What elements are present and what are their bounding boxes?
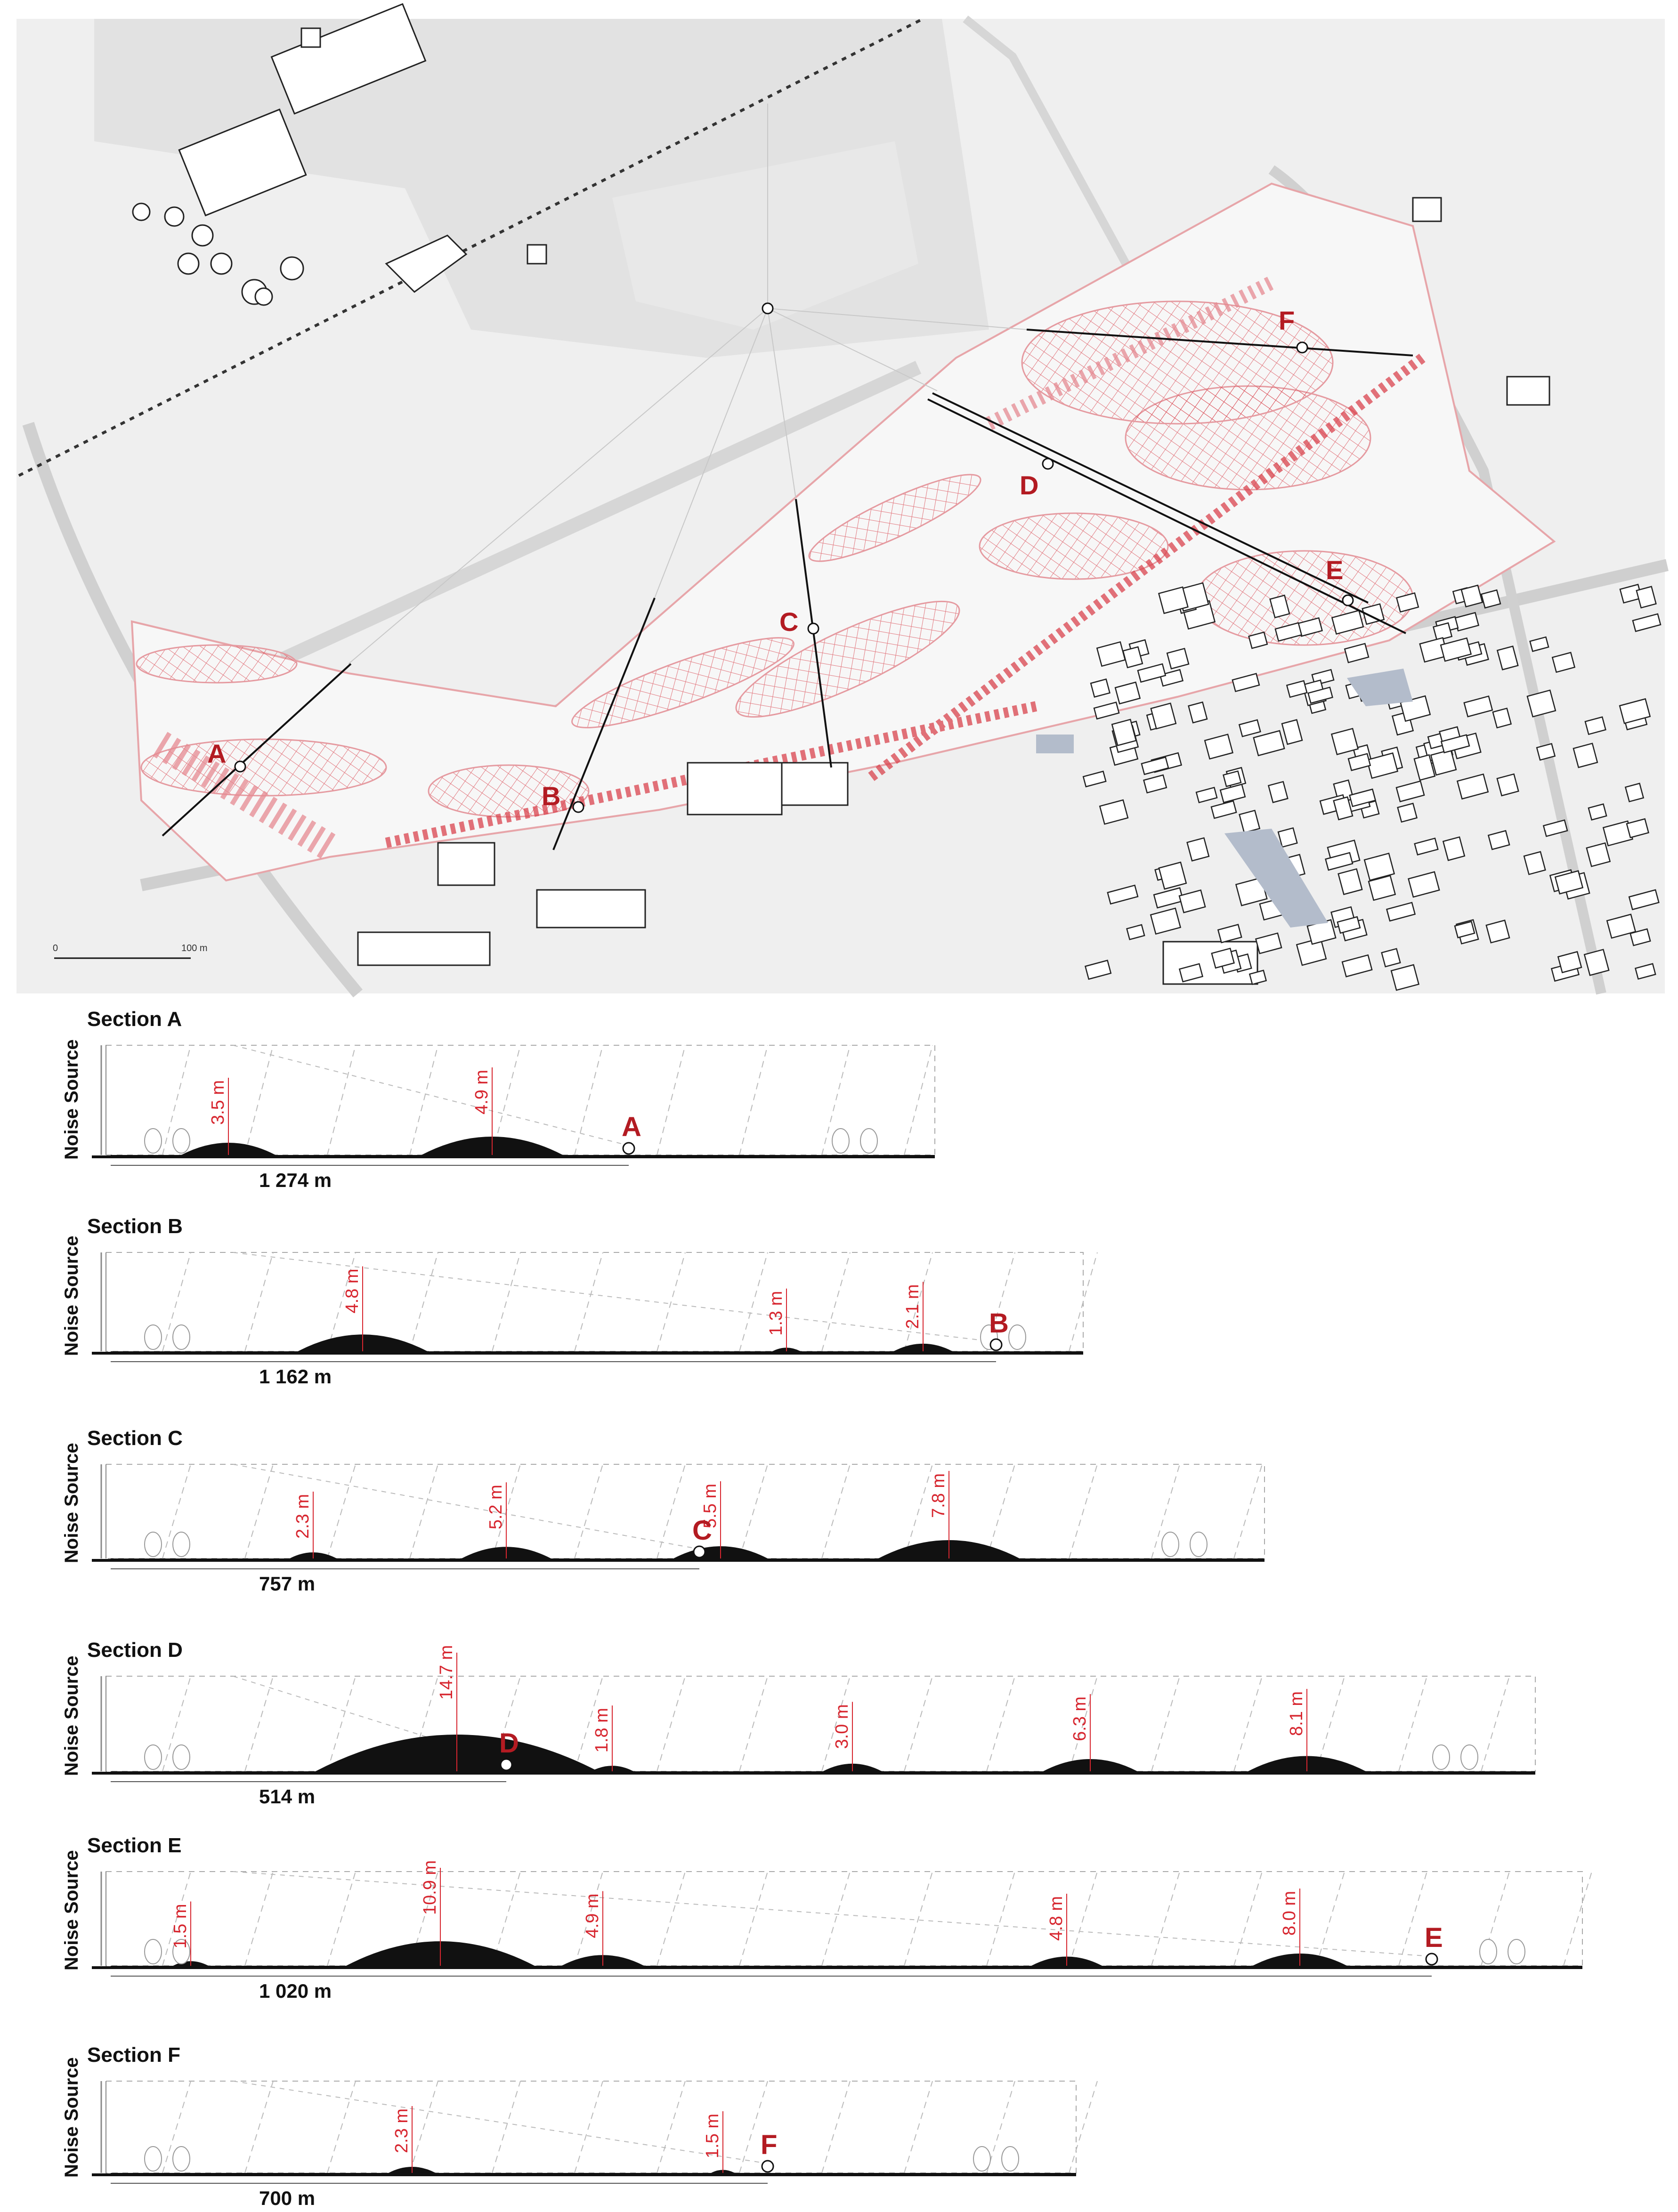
height-label: 6.3 m xyxy=(1070,1696,1090,1741)
section-point-label: A xyxy=(622,1112,641,1142)
tree-icon xyxy=(1001,2146,1019,2172)
svg-text:F: F xyxy=(1279,306,1295,335)
tree-icon xyxy=(1008,1324,1026,1350)
section-distance: 1 162 m xyxy=(259,1365,332,1388)
tree-icon xyxy=(172,1744,190,1770)
buildings xyxy=(132,3,1550,985)
tree-icon xyxy=(172,1532,190,1557)
height-label: 4.9 m xyxy=(472,1070,492,1114)
section-point-label: F xyxy=(761,2130,777,2160)
section-point-label: E xyxy=(1425,1922,1443,1953)
tree-icon xyxy=(1479,1939,1497,1964)
terrain-profile xyxy=(111,1334,1083,1354)
section-profile: 2.3 m 1.5 m F xyxy=(92,2081,1098,2184)
section-point-label: C xyxy=(692,1515,712,1546)
svg-text:C: C xyxy=(779,607,798,637)
height-label: 8.1 m xyxy=(1287,1691,1306,1736)
height-label: 3.0 m xyxy=(832,1704,852,1749)
height-label: 14.7 m xyxy=(437,1645,456,1700)
terrain-profile xyxy=(111,1137,935,1158)
height-label: 8.0 m xyxy=(1280,1891,1299,1936)
tree-icon xyxy=(1190,1532,1208,1557)
section-distance: 1 274 m xyxy=(259,1169,332,1191)
section-title: Section A xyxy=(87,1008,182,1031)
height-label: 4.9 m xyxy=(583,1893,602,1938)
tree-icon xyxy=(1161,1532,1179,1557)
tree-icon xyxy=(144,1939,162,1964)
tree-icon xyxy=(144,1128,162,1154)
tree-icon xyxy=(172,1128,190,1154)
tree-icon xyxy=(832,1128,850,1154)
height-label: 4.8 m xyxy=(1046,1896,1066,1941)
tree-icon xyxy=(144,1744,162,1770)
tree-icon xyxy=(1508,1939,1525,1964)
height-label: 2.3 m xyxy=(392,2108,412,2153)
noise-berm-mounds xyxy=(136,300,1414,818)
tree-icon xyxy=(860,1128,878,1154)
svg-text:D: D xyxy=(1020,470,1038,500)
height-label: 1.5 m xyxy=(703,2114,722,2158)
svg-text:B: B xyxy=(542,781,560,811)
height-label: 5.5 m xyxy=(700,1484,720,1528)
section-distance: 514 m xyxy=(259,1785,316,1808)
height-label: 2.3 m xyxy=(293,1494,313,1539)
tree-icon xyxy=(172,1324,190,1350)
svg-text:100 m: 100 m xyxy=(181,943,208,953)
svg-text:A: A xyxy=(207,739,226,768)
section-title: Section B xyxy=(87,1215,183,1238)
tree-icon xyxy=(172,1939,190,1964)
noise-rays xyxy=(348,104,1027,664)
section-distance: 757 m xyxy=(259,1573,316,1595)
height-label: 1.5 m xyxy=(170,1904,190,1948)
noise-source-point xyxy=(762,302,774,315)
section-distance: 700 m xyxy=(259,2187,316,2209)
section-profile: 2.3 m 5.2 m 5.5 m 7.8 m C xyxy=(92,1464,1265,1569)
section-title: Section E xyxy=(87,1834,182,1857)
tree-icon xyxy=(144,1532,162,1557)
height-label: 1.3 m xyxy=(766,1291,786,1336)
height-label: 7.8 m xyxy=(929,1473,948,1518)
height-label: 10.9 m xyxy=(420,1860,440,1915)
tree-icon xyxy=(172,2146,190,2172)
svg-text:E: E xyxy=(1326,555,1343,585)
section-title: Section C xyxy=(87,1427,183,1450)
section-title: Section D xyxy=(87,1639,183,1662)
section-lines xyxy=(162,329,1413,850)
section-points xyxy=(234,341,1354,813)
section-point-label: D xyxy=(499,1728,519,1759)
section-distance: 1 020 m xyxy=(259,1980,332,2002)
height-label: 2.1 m xyxy=(903,1284,923,1329)
section-profile: 14.7 m 1.8 m 3.0 m 6.3 m 8.1 m D xyxy=(92,1645,1536,1782)
tree-icon xyxy=(973,2146,991,2172)
height-label: 3.5 m xyxy=(208,1080,228,1125)
railway-line xyxy=(18,17,924,477)
site-plan-map: A B C D E F 0 100 m xyxy=(16,3,1669,998)
tree-icon xyxy=(144,2146,162,2172)
section-point-label: B xyxy=(989,1308,1009,1339)
section-profile: 1.5 m 10.9 m 4.9 m 4.8 m 8.0 m E xyxy=(92,1860,1592,1977)
svg-text:0: 0 xyxy=(53,943,58,953)
tree-icon xyxy=(144,1324,162,1350)
terrain-profile xyxy=(111,1941,1582,1969)
scale-bar: 0 100 m xyxy=(53,943,208,959)
section-profile: 3.5 m 4.9 m A xyxy=(92,1045,935,1166)
terrain-profile xyxy=(111,1540,1265,1561)
tree-icon xyxy=(1460,1744,1478,1770)
tree-icon xyxy=(1432,1744,1450,1770)
height-label: 5.2 m xyxy=(486,1485,506,1529)
section-point-labels: A B C D E F xyxy=(207,306,1343,811)
terrain-profile xyxy=(111,1735,1535,1774)
section-profile: 4.8 m 1.3 m 2.1 m B xyxy=(92,1252,1098,1362)
height-label: 1.8 m xyxy=(592,1708,612,1752)
pond xyxy=(1224,829,1328,928)
height-label: 4.8 m xyxy=(342,1268,362,1313)
section-title: Section F xyxy=(87,2043,181,2067)
